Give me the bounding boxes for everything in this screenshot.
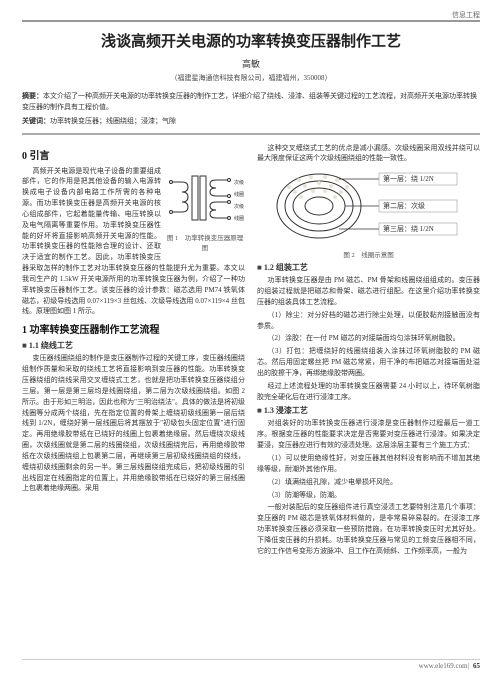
figure-2-caption: 图 2 线圈示意图: [257, 249, 480, 259]
page-number: 65: [473, 662, 480, 670]
coil-diagram-icon: 第一层：绕 1/2N 第二层：次级 第三层：绕 1/2N: [269, 167, 469, 245]
s12-p1: 功率转换变压器是由 PM 磁芯、PM 骨架和线圈绕组组成的。变压器的组装过程就是…: [257, 275, 480, 308]
abstract-text: 本文介绍了一种高频开关电源的功率转换变压器的制作工艺，详细介绍了绕线、浸漆、组装…: [22, 92, 477, 111]
s13-p2: （1）可以使用绝缘性好，对变压器其他材料没有影响而不增加其绝缘等级，耐潮外其他作…: [257, 453, 480, 475]
svg-text:次级: 次级: [234, 179, 244, 186]
s13-p4: （3）防潮等级，防潮。: [257, 490, 480, 501]
figure-2: 第一层：绕 1/2N 第二层：次级 第三层：绕 1/2N 图 2 线圈示意图: [257, 167, 480, 259]
s12-p5: 经过上述流程处理的功率转换变压器需要 24 小时以上，待环氧树脂胶完全硬化后在进…: [257, 381, 480, 403]
two-column-layout: 0 引言: [22, 143, 480, 559]
s12-title-text: 1.2 组装工艺: [264, 263, 308, 272]
keywords-text: 功率转换变压器；线圈绕组；浸漆；气隙: [50, 117, 176, 125]
transformer-schematic-icon: 次级 线圈 次级 线圈: [166, 168, 244, 228]
figure-1: 次级 线圈 次级 线圈 图 1 功率转换变压器原理图: [165, 168, 245, 252]
keywords: 关键词：功率转换变压器；线圈绕组；浸漆；气隙: [22, 116, 480, 127]
author: 高敏: [22, 57, 480, 70]
s12-p4: （3）打包：把缠绕好的线圈绕组装入涂抹过环氧树脂胶的 PM 磁芯。然后用固定螺丝…: [257, 346, 480, 379]
s13-p3: （2）填满绕组孔隙，减少电晕损坏风险。: [257, 477, 480, 488]
svg-text:线圈: 线圈: [234, 215, 244, 222]
section-divider: [22, 133, 480, 135]
section-1-2-title: ■1.2 组装工艺: [257, 262, 480, 273]
s13-title-text: 1.3 浸漆工艺: [264, 406, 308, 415]
page-footer: www.ele169.com | 65: [22, 659, 480, 670]
svg-text:第三层：绕 1/2N: 第三层：绕 1/2N: [383, 224, 434, 233]
section-0-title: 0 引言: [22, 147, 245, 162]
s11-p2: 这种交叉缠绕式工艺的优点是减小漏感。次级线圈采用双线并绕可以最大限度保证这两个次…: [257, 143, 480, 165]
header-divider: [22, 20, 480, 22]
svg-text:第一层：绕 1/2N: 第一层：绕 1/2N: [383, 174, 434, 183]
svg-text:次级: 次级: [234, 203, 244, 210]
abstract-label: 摘要：: [22, 92, 43, 100]
affiliation: （福建星海通信科技有限公司，福建福州，350008）: [22, 73, 480, 83]
section-1-1-title: ■1.1 绕线工艺: [22, 340, 245, 351]
svg-text:第二层：次级: 第二层：次级: [383, 201, 425, 210]
header-category: 信息工程: [452, 10, 480, 20]
right-column: 这种交叉缠绕式工艺的优点是减小漏感。次级线圈采用双线并绕可以最大限度保证这两个次…: [257, 143, 480, 559]
left-column: 0 引言: [22, 143, 245, 559]
abstract: 摘要：本文介绍了一种高频开关电源的功率转换变压器的制作工艺，详细介绍了绕线、浸漆…: [22, 91, 480, 112]
page-content: 浅谈高频开关电源的功率转换变压器制作工艺 高敏 （福建星海通信科技有限公司，福建…: [0, 0, 502, 567]
s11-title-text: 1.1 绕线工艺: [29, 341, 73, 350]
s13-p1: 对组装好的功率转换变压器进行浸漆是变压器制作过程最后一道工序。根据变压器的性能要…: [257, 418, 480, 451]
footer-url: www.ele169.com: [419, 662, 468, 670]
s13-p5: 一般对装配后的变压器组件进行真空浸渍工艺要特别注意几个事项：变压器的 PM 磁芯…: [257, 502, 480, 556]
svg-text:线圈: 线圈: [234, 191, 244, 198]
section-1-title: 1 功率转换变压器制作工艺流程: [22, 321, 245, 336]
s11-p1: 变压器线圈绕组的制作是变压器制作过程的关键工序，变压器线圈绕组制作质量和采取的绕…: [22, 353, 245, 494]
s12-p3: （2）涂胶：在一付 PM 磁芯的对接端面均匀涂抹环氧树脂胶。: [257, 333, 480, 344]
keywords-label: 关键词：: [22, 117, 50, 125]
article-title: 浅谈高频开关电源的功率转换变压器制作工艺: [22, 30, 480, 51]
section-1-3-title: ■1.3 浸漆工艺: [257, 405, 480, 416]
s12-p2: （1）除尘：对分好档的磁芯进行除尘处理，以便胶黏剂接触面没有参质。: [257, 310, 480, 332]
figure-1-caption: 图 1 功率转换变压器原理图: [165, 232, 245, 252]
